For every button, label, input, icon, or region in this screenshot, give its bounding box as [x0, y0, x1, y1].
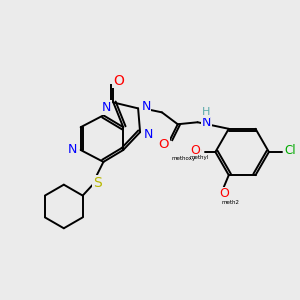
Text: N: N	[68, 142, 77, 155]
Text: S: S	[93, 176, 102, 190]
Text: O: O	[192, 146, 202, 158]
Text: N: N	[202, 116, 211, 129]
Text: N: N	[102, 101, 111, 114]
Text: O: O	[219, 188, 229, 200]
Text: N: N	[141, 100, 151, 113]
Text: methoxy: methoxy	[172, 156, 196, 161]
Text: meth2: meth2	[222, 200, 240, 206]
Text: O: O	[191, 145, 200, 158]
Text: H: H	[202, 107, 210, 117]
Text: Cl: Cl	[284, 145, 296, 158]
Text: N: N	[143, 128, 153, 141]
Text: O: O	[159, 138, 169, 151]
Text: O: O	[113, 74, 124, 88]
Text: methyl: methyl	[190, 155, 209, 160]
